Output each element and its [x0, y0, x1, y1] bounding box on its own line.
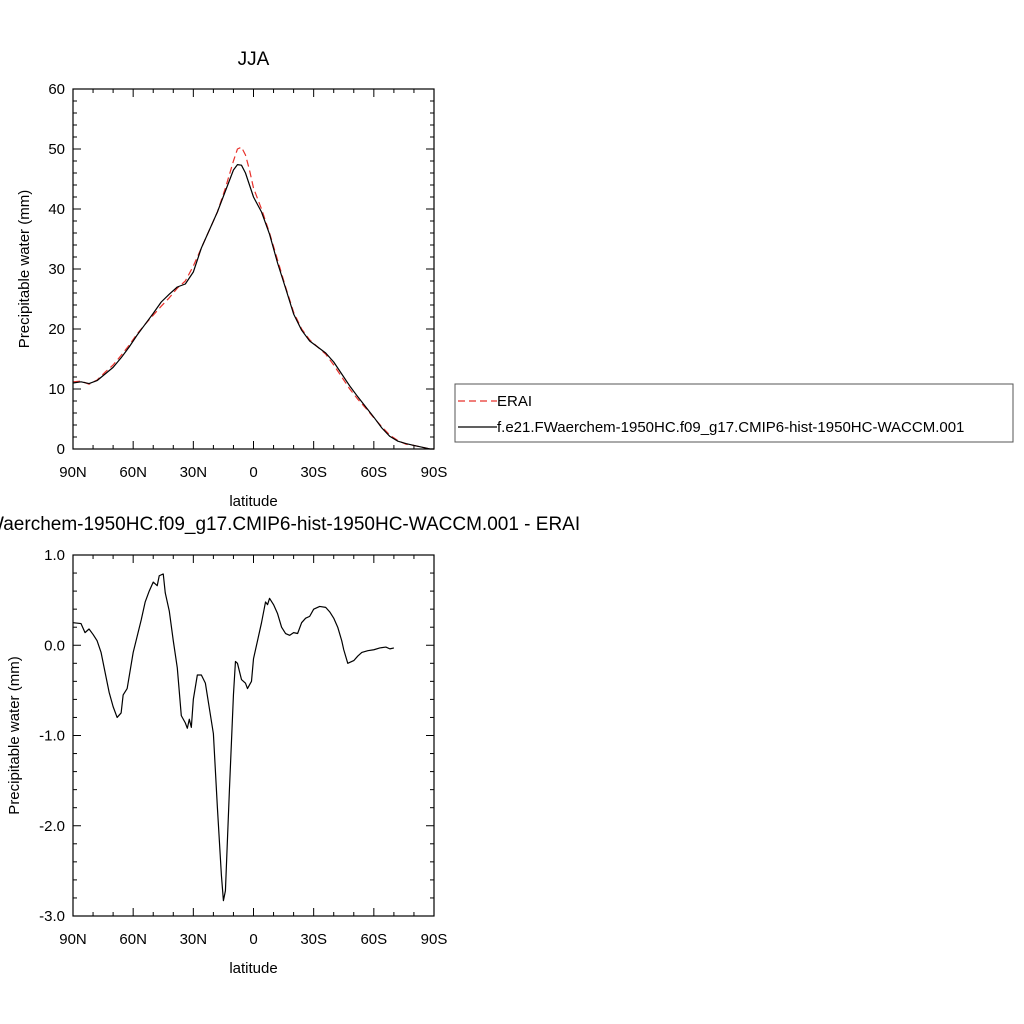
- x-tick-label: 60N: [119, 464, 147, 481]
- x-tick-label: 60S: [360, 931, 387, 948]
- top-chart-xlabel: latitude: [229, 493, 277, 510]
- y-tick-label: 10: [48, 381, 65, 398]
- y-tick-label: 1.0: [44, 547, 65, 564]
- legend-items: ERAI f.e21.FWaerchem-1950HC.f09_g17.CMIP6…: [458, 393, 964, 436]
- bottom-chart-title: f.e21.FWaerchem-1950HC.f09_g17.CMIP6-his…: [0, 514, 580, 535]
- top-chart-ylabel: Precipitable water (mm): [16, 190, 33, 348]
- y-tick-label: 30: [48, 261, 65, 278]
- top-chart: JJA Precipitable water (mm) latitude 90N…: [16, 49, 447, 510]
- y-tick-label: -2.0: [39, 818, 65, 835]
- x-tick-label: 0: [249, 464, 257, 481]
- top-chart-lines: [72, 146, 434, 450]
- series-line-difference: [72, 573, 395, 902]
- x-tick-label: 30N: [180, 931, 208, 948]
- bottom-chart-xlabel: latitude: [229, 960, 277, 977]
- bottom-chart-lines: [72, 573, 395, 902]
- top-chart-title: JJA: [238, 49, 270, 70]
- x-tick-label: 90N: [59, 464, 87, 481]
- x-tick-label: 90N: [59, 931, 87, 948]
- series-line-model: [72, 164, 434, 450]
- x-tick-label: 30S: [300, 464, 327, 481]
- legend-label: f.e21.FWaerchem-1950HC.f09_g17.CMIP6-his…: [497, 419, 964, 436]
- bottom-chart-ylabel: Precipitable water (mm): [6, 656, 23, 814]
- x-tick-label: 0: [249, 931, 257, 948]
- x-tick-label: 90S: [421, 931, 448, 948]
- x-tick-label: 90S: [421, 464, 448, 481]
- legend: ERAI f.e21.FWaerchem-1950HC.f09_g17.CMIP6…: [454, 383, 1014, 443]
- legend-box: [454, 383, 1014, 443]
- series-line-erai: [72, 146, 434, 450]
- top-chart-ticks: 90N 60N 30N 0 30S 60S 90S 0 10 20 30 40 50 60: [48, 81, 447, 481]
- y-tick-label: 20: [48, 321, 65, 338]
- y-tick-label: -3.0: [39, 908, 65, 925]
- bottom-chart-frame: [72, 554, 435, 917]
- y-tick-label: 0: [57, 441, 65, 458]
- y-tick-label: 0.0: [44, 637, 65, 654]
- top-chart-frame: [72, 88, 435, 450]
- x-tick-label: 30S: [300, 931, 327, 948]
- x-tick-label: 30N: [180, 464, 208, 481]
- bottom-chart-ticks: 90N 60N 30N 0 30S 60S 90S -3.0 -2.0 -1.0 0.0 1.0: [39, 547, 447, 948]
- legend-label: ERAI: [497, 393, 532, 410]
- bottom-chart: f.e21.FWaerchem-1950HC.f09_g17.CMIP6-his…: [0, 514, 580, 977]
- y-tick-label: 50: [48, 141, 65, 158]
- y-tick-label: 60: [48, 81, 65, 98]
- x-tick-label: 60N: [119, 931, 147, 948]
- x-tick-label: 60S: [360, 464, 387, 481]
- y-tick-label: 40: [48, 201, 65, 218]
- y-tick-label: -1.0: [39, 728, 65, 745]
